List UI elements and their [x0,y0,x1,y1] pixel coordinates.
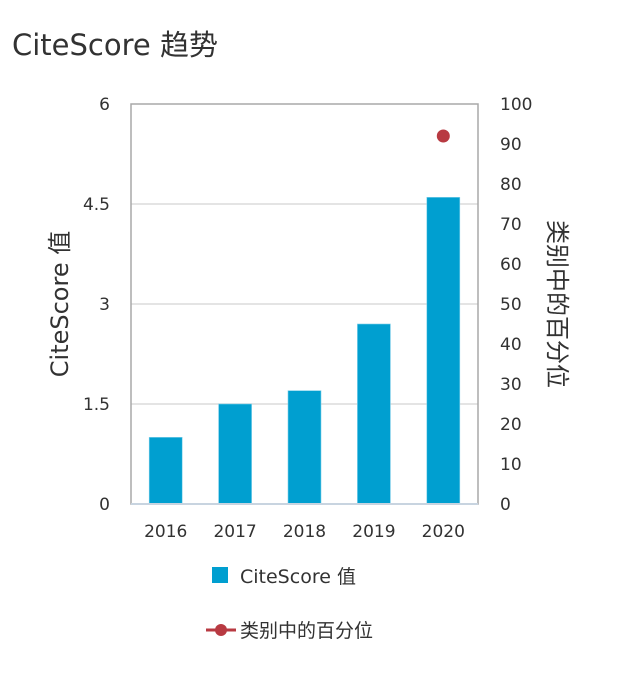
y2-tick-label: 30 [500,375,522,395]
legend-label-citescore: CiteScore 值 [240,566,356,588]
x-tick-label: 2016 [144,522,187,542]
x-tick-label: 2020 [422,522,465,542]
y-tick-label: 1.5 [83,395,110,415]
y2-tick-label: 0 [500,495,511,515]
y-axis-label: CiteScore 值 [46,231,74,377]
x-tick-label: 2018 [283,522,326,542]
y2-tick-label: 100 [500,95,532,115]
bar [148,437,183,505]
bar [287,390,322,505]
y2-tick-label: 10 [500,455,522,475]
y2-tick-label: 20 [500,415,522,435]
bar [218,403,252,505]
bar [426,197,461,505]
y-tick-label: 3 [99,295,110,315]
y2-tick-label: 80 [500,175,522,195]
y2-axis-label: 类别中的百分位 [543,220,571,388]
y-tick-label: 0 [99,495,110,515]
legend-bar-swatch [212,567,228,583]
y2-tick-label: 70 [500,215,522,235]
legend-point-swatch [215,624,227,636]
legend-label-percentile: 类别中的百分位 [240,620,373,642]
y2-tick-label: 50 [500,295,522,315]
percentile-point [436,129,450,143]
y2-tick-label: 60 [500,255,522,275]
y2-tick-label: 40 [500,335,522,355]
page-title: CiteScore 趋势 [12,28,218,62]
x-tick-label: 2017 [213,522,256,542]
x-tick-label: 2019 [352,522,395,542]
y-tick-label: 6 [99,95,110,115]
y2-tick-label: 90 [500,135,522,155]
bar [357,323,391,505]
y-tick-label: 4.5 [83,195,110,215]
